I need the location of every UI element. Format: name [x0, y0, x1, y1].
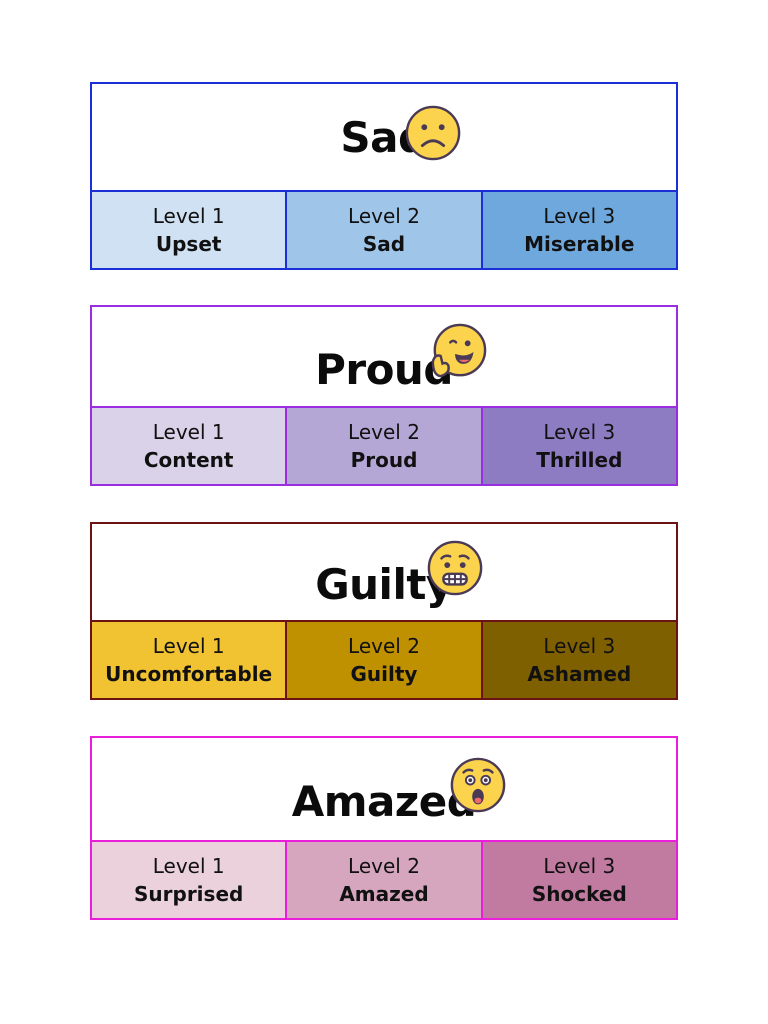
emotion-card-amazed: Amazed Level 1 Surprised Level 2 Amazed …	[90, 736, 678, 920]
level-label: Level 1	[152, 420, 225, 444]
level-word: Miserable	[524, 232, 635, 256]
level-word: Surprised	[134, 882, 244, 906]
levels-row: Level 1 Upset Level 2 Sad Level 3 Misera…	[92, 192, 676, 268]
level-label: Level 1	[152, 204, 225, 228]
level-label: Level 2	[348, 634, 420, 658]
level-label: Level 3	[543, 204, 616, 228]
level-cell-3: Level 3 Thrilled	[482, 408, 676, 484]
level-cell-3: Level 3 Shocked	[482, 842, 676, 918]
levels-row: Level 1 Surprised Level 2 Amazed Level 3…	[92, 842, 676, 918]
card-title: Amazed	[291, 776, 477, 826]
level-cell-2: Level 2 Guilty	[287, 622, 483, 698]
level-cell-3: Level 3 Ashamed	[482, 622, 676, 698]
level-word: Sad	[362, 232, 406, 256]
level-cell-1: Level 1 Content	[92, 408, 288, 484]
thinking-grin-face-icon	[431, 323, 487, 378]
level-cell-2: Level 2 Sad	[287, 192, 483, 268]
level-word: Thrilled	[536, 448, 623, 472]
astonished-face-icon	[450, 757, 506, 813]
frowning-face-icon	[405, 105, 461, 161]
level-word: Amazed	[339, 882, 429, 906]
level-word: Content	[143, 448, 234, 472]
card-header: Sad	[92, 84, 676, 192]
emotion-card-sad: Sad Level 1 Upset Level 2 Sad Level 3 Mi…	[90, 82, 678, 270]
levels-row: Level 1 Content Level 2 Proud Level 3 Th…	[92, 408, 676, 484]
level-cell-2: Level 2 Amazed	[287, 842, 483, 918]
levels-row: Level 1 Uncomfortable Level 2 Guilty Lev…	[92, 622, 676, 698]
level-label: Level 2	[348, 204, 420, 228]
emotion-card-proud: Proud Level 1 Content Level 2 Proud Leve…	[90, 305, 678, 486]
level-label: Level 2	[348, 420, 420, 444]
card-title: Proud	[315, 345, 453, 394]
level-word: Uncomfortable	[105, 662, 273, 686]
level-cell-1: Level 1 Surprised	[92, 842, 288, 918]
grimacing-face-icon	[427, 540, 483, 596]
level-label: Level 1	[152, 854, 225, 878]
level-label: Level 2	[348, 854, 420, 878]
card-header: Proud	[92, 307, 676, 408]
level-label: Level 3	[543, 634, 616, 658]
level-label: Level 3	[543, 854, 616, 878]
level-word: Guilty	[350, 662, 418, 686]
level-word: Proud	[350, 448, 418, 472]
level-word: Ashamed	[527, 662, 632, 686]
card-header: Amazed	[92, 738, 676, 842]
level-cell-3: Level 3 Miserable	[482, 192, 676, 268]
level-word: Upset	[155, 232, 222, 256]
level-cell-1: Level 1 Uncomfortable	[92, 622, 288, 698]
level-label: Level 3	[543, 420, 616, 444]
emotion-card-guilty: Guilty Level 1 Uncomfortable Level 2 Gui…	[90, 522, 678, 700]
card-header: Guilty	[92, 524, 676, 622]
level-word: Shocked	[531, 882, 627, 906]
level-cell-1: Level 1 Upset	[92, 192, 288, 268]
level-label: Level 1	[152, 634, 225, 658]
level-cell-2: Level 2 Proud	[287, 408, 483, 484]
